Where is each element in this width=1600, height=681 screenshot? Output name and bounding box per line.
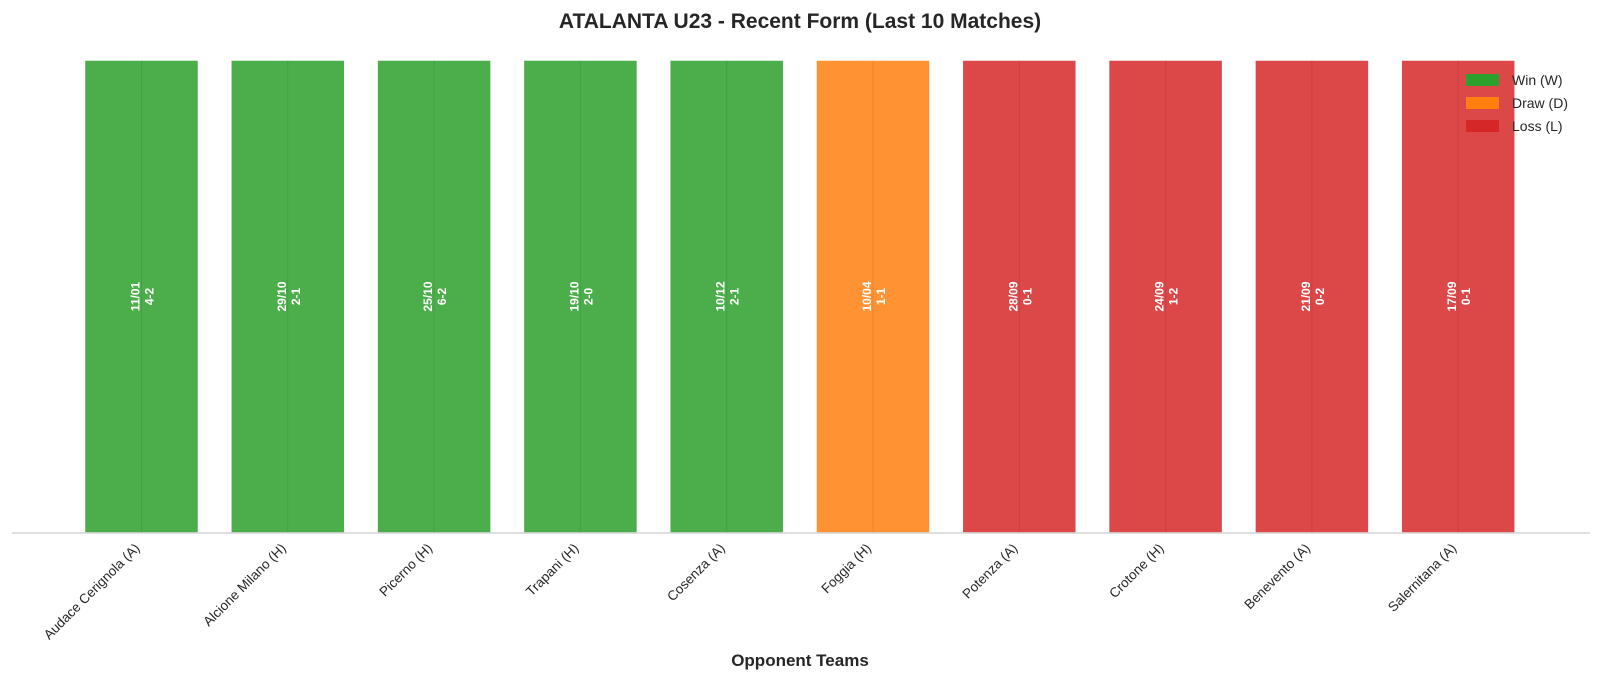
bar-7 [961,59,1078,534]
bar-label: 11/014-2 [129,281,157,311]
x-tick-label: Alcione Milano (H) [200,541,289,630]
bar-8 [1107,59,1224,534]
x-tick-label: Cosenza (A) [664,541,728,605]
bars-group: 11/014-2 29/102-1 25/106-2 19/102-0 10/122-1… [83,59,1516,534]
chart-title: ATALANTA U23 - Recent Form (Last 10 Matc… [559,10,1041,33]
bar-label: 24/091-2 [1153,281,1181,311]
legend-swatch-w [1466,74,1499,86]
x-tick-label: Picerno (H) [376,541,435,600]
x-axis-label: Opponent Teams [731,651,869,670]
bar-label: 17/090-1 [1445,281,1473,311]
bar-label: 19/102-0 [567,281,595,311]
x-tick-label: Crotone (H) [1106,541,1166,601]
bar-label: 10/122-1 [714,281,742,311]
legend-swatch-l [1466,120,1499,132]
bar-1 [83,59,200,534]
x-tick-label: Potenza (A) [959,541,1020,602]
legend-swatch-d [1466,97,1499,109]
x-tick-labels: Audace Cerignola (A) Alcione Milano (H) Pi… [41,541,1460,643]
legend: Win (W) Draw (D) Loss (L) [1466,72,1568,134]
bar-9 [1254,59,1370,534]
x-tick-label: Benevento (A) [1241,541,1313,613]
legend-label-w: Win (W) [1512,72,1563,88]
bar-label: 21/090-2 [1299,281,1327,311]
bar-label: 25/106-2 [421,281,449,311]
bar-2 [230,59,346,534]
legend-label-d: Draw (D) [1512,95,1568,111]
bar-label: 29/102-1 [275,281,303,311]
bar-10 [1400,59,1516,534]
bar-3 [376,59,492,534]
x-tick-label: Trapani (H) [523,541,582,600]
x-tick-label: Foggia (H) [818,541,874,597]
bar-6 [815,59,931,534]
bar-label: 10/041-1 [860,281,888,311]
x-tick-label: Audace Cerignola (A) [41,541,143,643]
x-tick-label: Salernitana (A) [1385,541,1459,615]
bar-label: 28/090-1 [1006,281,1034,311]
legend-label-l: Loss (L) [1512,118,1563,134]
